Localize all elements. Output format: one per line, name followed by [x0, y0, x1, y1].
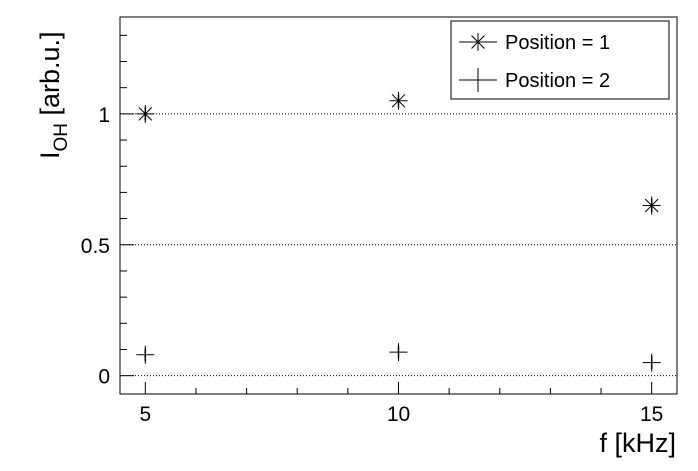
- y-axis-title-main: I: [35, 151, 65, 159]
- data-point-series-1: [389, 91, 408, 110]
- data-point-series-1: [136, 104, 155, 123]
- marker-stroke: [644, 198, 659, 213]
- y-axis-title: IOH [arb.u.]: [35, 31, 72, 159]
- marker-plus: [642, 353, 661, 372]
- marker-stroke: [138, 107, 153, 121]
- marker-stroke: [471, 35, 485, 49]
- legend-box: [450, 20, 670, 100]
- y-tick-label: 0: [98, 366, 110, 389]
- legend: Position = 1 Position = 2: [450, 20, 670, 100]
- marker-asterisk: [136, 104, 155, 123]
- marker-asterisk: [389, 91, 408, 110]
- marker-plus: [136, 345, 155, 364]
- x-tick-label: 15: [640, 403, 663, 426]
- x-tick-label: 10: [387, 403, 410, 426]
- legend-plus: [466, 68, 490, 92]
- x-axis-title: f [kHz]: [599, 428, 676, 458]
- data-point-series-1: [642, 196, 661, 215]
- marker-asterisk: [642, 196, 661, 215]
- data-point-series-2: [136, 345, 155, 364]
- legend-label-position-2: Position = 2: [505, 70, 610, 92]
- x-tick-label: 5: [139, 403, 151, 426]
- y-tick-label: 0.5: [81, 235, 110, 258]
- marker-stroke: [391, 93, 406, 108]
- y-axis-title-sub: OH: [51, 123, 72, 152]
- data-point-series-2: [389, 343, 408, 362]
- legend-asterisk: [469, 33, 487, 51]
- points-layer: [136, 91, 661, 372]
- legend-marker-position-1: [459, 33, 497, 51]
- y-axis-title-rest: [arb.u.]: [35, 31, 65, 123]
- data-point-series-2: [642, 353, 661, 372]
- legend-marker-position-2: [459, 68, 497, 92]
- ticks-layer: 5 10 15 0 0.5 1: [81, 34, 663, 426]
- legend-label-position-1: Position = 1: [505, 32, 610, 54]
- grid-layer: [120, 113, 677, 377]
- marker-plus: [389, 343, 408, 362]
- y-tick-label: 1: [98, 104, 110, 127]
